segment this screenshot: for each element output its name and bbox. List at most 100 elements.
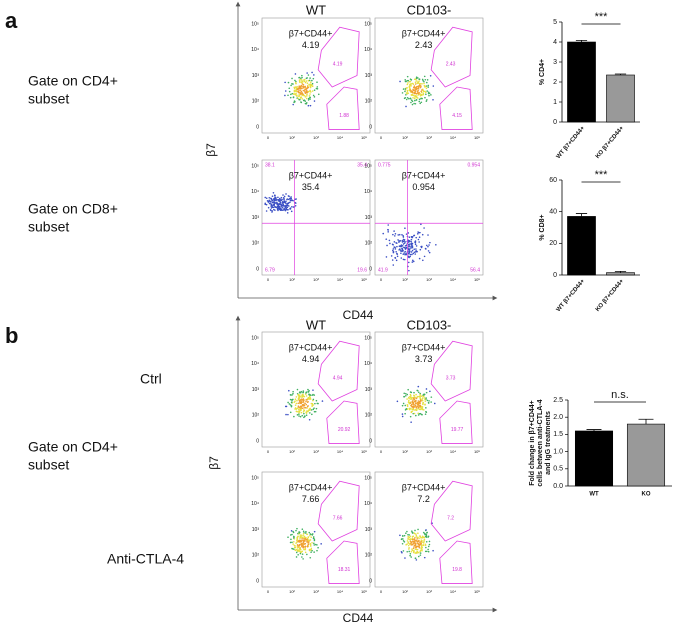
event-dot (308, 393, 310, 396)
y-tick-label: 20 (549, 240, 557, 247)
y-tick-label: 10⁵ (251, 475, 259, 481)
event-dot (392, 243, 394, 246)
x-tick-label: 10³ (313, 277, 319, 282)
event-dot (422, 402, 424, 404)
event-dot (297, 95, 300, 97)
event-dot (403, 240, 405, 242)
event-dot (287, 202, 290, 205)
event-dot (301, 545, 303, 547)
event-dot (382, 232, 385, 235)
event-dot (435, 243, 437, 246)
event-dot (408, 239, 411, 242)
event-dot (301, 556, 303, 558)
event-dot (284, 81, 286, 84)
event-dot (425, 534, 428, 536)
x-tick-label: 0 (267, 589, 270, 594)
column-header: WT (306, 317, 326, 332)
event-dot (423, 75, 426, 78)
event-dot (400, 550, 403, 553)
event-dot (306, 533, 308, 536)
event-dot (291, 400, 293, 402)
event-dot (298, 79, 301, 81)
event-dot (405, 394, 407, 397)
x-tick-label: 0 (380, 449, 383, 454)
event-dot (283, 195, 286, 198)
event-dot (306, 407, 308, 409)
event-dot (386, 244, 388, 247)
gate-value: 56.4 (470, 267, 480, 273)
event-dot (303, 536, 306, 538)
event-dot (404, 557, 406, 559)
event-dot (412, 551, 415, 553)
event-dot (290, 93, 292, 96)
event-dot (403, 541, 406, 543)
event-dot (264, 196, 267, 199)
event-dot (418, 405, 421, 407)
event-dot (417, 238, 420, 241)
event-dot (411, 259, 414, 262)
event-dot (295, 548, 298, 551)
event-dot (395, 259, 398, 262)
event-dot (301, 74, 303, 77)
event-dot (270, 207, 273, 209)
event-dot (289, 208, 292, 210)
flow-plot: 0 0 10² 10² 10³ 10³ 10⁴ 10⁴ 10⁵ 10⁵ 4.94 20.92 β7+CD… (251, 331, 371, 454)
event-dot (422, 536, 424, 539)
event-dot (281, 206, 284, 209)
event-dot (408, 245, 411, 248)
event-dot (300, 78, 302, 81)
event-dot (420, 223, 422, 226)
event-dot (300, 90, 303, 93)
event-dot (309, 545, 312, 547)
event-dot (302, 395, 305, 397)
event-dot (284, 94, 286, 97)
event-dot (312, 536, 315, 538)
event-dot (298, 98, 300, 101)
event-dot (316, 88, 319, 90)
x-tick-label: 10² (402, 135, 408, 140)
event-dot (313, 542, 315, 545)
event-dot (264, 203, 267, 206)
row-label: subset (28, 91, 69, 107)
event-dot (413, 102, 415, 105)
row-label: Gate on CD4+ (28, 73, 118, 89)
y-tick-label: 10⁴ (364, 501, 372, 507)
event-dot (408, 248, 411, 251)
y-tick-label: 10² (365, 413, 373, 419)
gate-value: 7.66 (333, 515, 343, 521)
event-dot (276, 201, 278, 204)
event-dot (300, 407, 302, 409)
event-dot (418, 402, 420, 405)
event-dot (409, 415, 412, 418)
event-dot (425, 93, 427, 96)
event-dot (396, 400, 399, 403)
event-dot (410, 236, 413, 238)
event-dot (414, 253, 417, 255)
x-tick-label: KO β7+CD44+ (595, 278, 626, 313)
event-dot (274, 195, 276, 197)
y-tick-label: 0 (369, 124, 372, 130)
y-tick-label: 10³ (365, 387, 373, 393)
event-dot (304, 402, 306, 405)
event-dot (307, 396, 310, 399)
event-dot (298, 394, 301, 396)
event-dot (299, 536, 302, 539)
event-dot (425, 81, 428, 84)
event-dot (412, 96, 414, 99)
event-dot (301, 537, 303, 540)
event-dot (303, 80, 306, 83)
event-dot (299, 81, 301, 83)
event-dot (427, 250, 430, 252)
event-dot (306, 93, 308, 96)
event-dot (404, 88, 407, 90)
event-dot (290, 210, 293, 213)
event-dot (392, 251, 395, 254)
x-tick-label: 10² (402, 449, 408, 454)
y-tick-label: 10⁴ (251, 501, 259, 507)
event-dot (407, 535, 410, 538)
event-dot (426, 99, 428, 101)
event-dot (405, 252, 407, 255)
event-dot (305, 530, 307, 533)
event-dot (295, 556, 298, 558)
event-dot (278, 197, 281, 200)
